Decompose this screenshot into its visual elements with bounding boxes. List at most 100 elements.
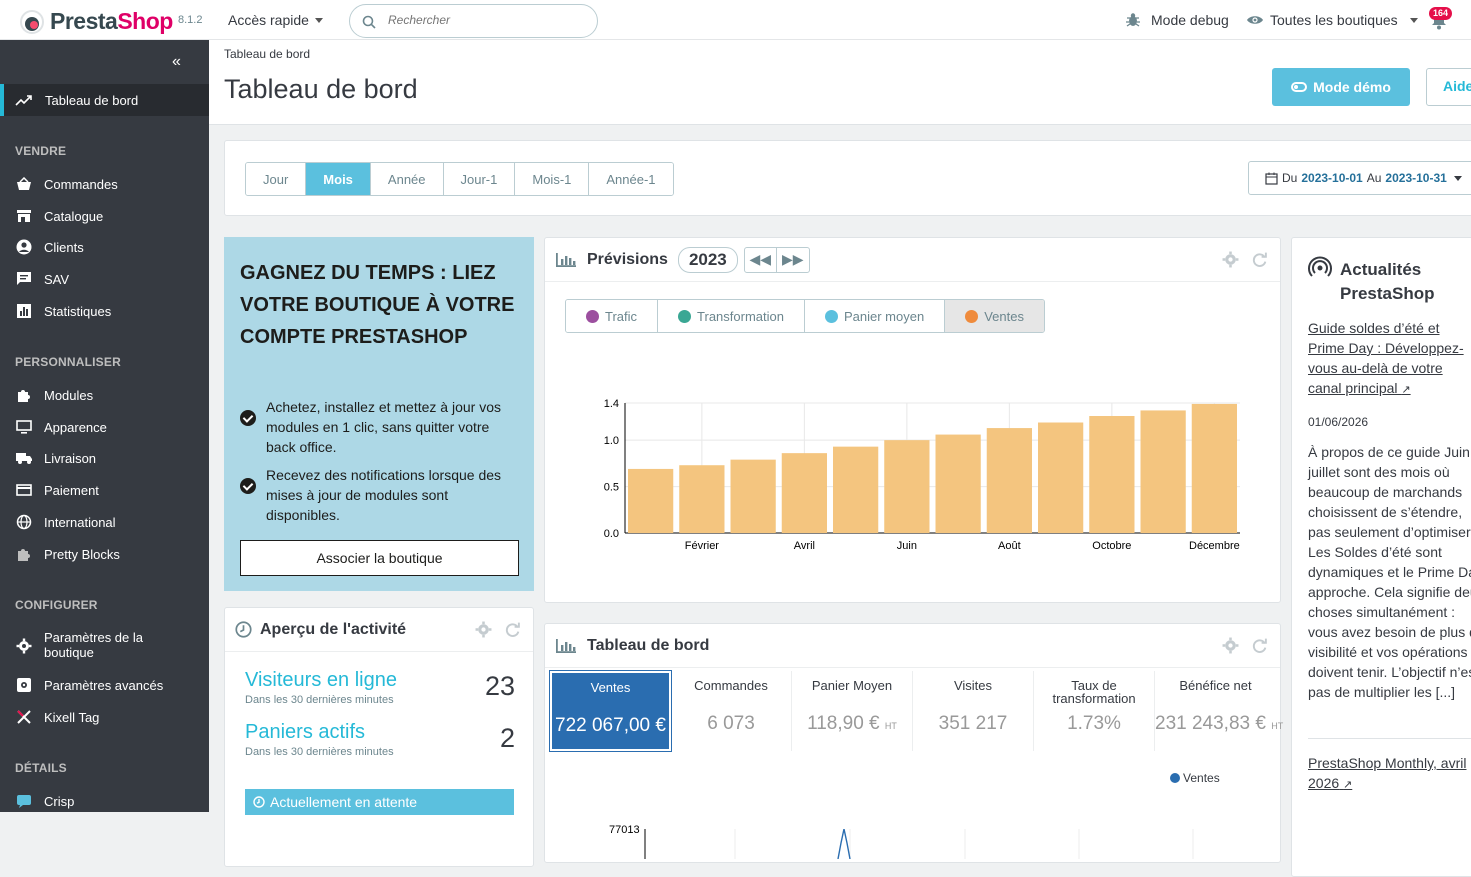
kpi-value: 6 073 bbox=[707, 713, 755, 734]
notifications-count-badge: 164 bbox=[1429, 7, 1453, 20]
period-month-button[interactable]: Mois bbox=[306, 163, 371, 195]
previous-year-icon[interactable]: ◀◀ bbox=[745, 247, 777, 272]
help-button[interactable]: Aide bbox=[1426, 68, 1471, 106]
news-article-link[interactable]: PrestaShop Monthly, avril 2026 ↗ bbox=[1308, 753, 1471, 795]
bug-icon bbox=[1126, 13, 1140, 27]
period-day-button[interactable]: Jour bbox=[246, 163, 307, 195]
tab-label: Transformation bbox=[697, 308, 784, 324]
sidebar-item-advanced-parameters[interactable]: Paramètres avancés bbox=[15, 676, 205, 694]
news-article-link[interactable]: Guide soldes d’été et Prime Day : Dévelo… bbox=[1308, 318, 1471, 400]
puzzle-icon bbox=[15, 545, 33, 563]
search-input[interactable] bbox=[388, 13, 578, 27]
puzzle-icon bbox=[15, 386, 33, 404]
sidebar-item-customers[interactable]: Clients bbox=[15, 238, 205, 256]
check-circle-icon bbox=[240, 410, 256, 426]
kpi-net-profit[interactable]: Bénéfice net 231 243,83 € HT bbox=[1155, 671, 1283, 751]
demo-mode-button[interactable]: Mode démo bbox=[1272, 68, 1410, 106]
sidebar-item-stats[interactable]: Statistiques bbox=[15, 302, 205, 320]
active-carts-link[interactable]: Paniers actifs bbox=[245, 721, 366, 743]
kpi-average-cart[interactable]: Panier Moyen 118,90 € HT bbox=[792, 671, 913, 751]
sidebar-item-dashboard[interactable]: Tableau de bord bbox=[0, 84, 209, 116]
period-bar: Jour Mois Année Jour-1 Mois-1 Année-1 Du… bbox=[224, 140, 1471, 216]
clock-icon bbox=[235, 621, 252, 638]
main-content: Tableau de bord Tableau de bord Mode dém… bbox=[209, 40, 1471, 877]
online-visitors-link[interactable]: Visiteurs en ligne bbox=[245, 669, 397, 691]
kpi-value-amount: 231 243,83 € bbox=[1155, 713, 1266, 734]
external-link-icon: ↗ bbox=[1343, 779, 1353, 791]
promo-bullet-text: Achetez, installez et mettez à jour vos … bbox=[266, 399, 501, 455]
sidebar-item-modules[interactable]: Modules bbox=[15, 386, 205, 404]
page-title: Tableau de bord bbox=[224, 74, 418, 104]
tab-sales[interactable]: Ventes bbox=[945, 300, 1044, 332]
sidebar-item-shop-parameters[interactable]: Paramètres de la boutique bbox=[15, 630, 205, 660]
forecast-bar bbox=[935, 434, 981, 533]
kpi-sales[interactable]: Ventes 722 067,00 € bbox=[549, 670, 672, 752]
tab-average-cart[interactable]: Panier moyen bbox=[804, 300, 946, 332]
sidebar-item-catalog[interactable]: Catalogue bbox=[15, 207, 205, 225]
date-range-picker[interactable]: Du 2023-10-01 Au 2023-10-31 bbox=[1248, 161, 1471, 195]
period-prev-month-button[interactable]: Mois-1 bbox=[515, 163, 590, 195]
sidebar-item-label: Tableau de bord bbox=[45, 92, 139, 108]
sidebar: « Tableau de bord VENDRE Commandes Catal… bbox=[0, 40, 209, 812]
account-circle-icon bbox=[15, 238, 33, 256]
period-prev-year-button[interactable]: Année-1 bbox=[589, 163, 673, 195]
refresh-icon[interactable] bbox=[1251, 637, 1268, 654]
quick-access-dropdown[interactable]: Accès rapide bbox=[228, 12, 323, 28]
sidebar-item-payment[interactable]: Paiement bbox=[15, 481, 205, 499]
breadcrumb[interactable]: Tableau de bord bbox=[224, 47, 311, 61]
crisp-icon bbox=[15, 792, 33, 810]
sidebar-item-label: Modules bbox=[44, 387, 94, 403]
kpi-orders[interactable]: Commandes 6 073 bbox=[671, 671, 792, 751]
bar-chart-icon bbox=[15, 302, 33, 320]
shop-selector[interactable]: Toutes les boutiques bbox=[1246, 12, 1418, 28]
forecast-bar bbox=[679, 465, 725, 533]
pending-section-header[interactable]: Actuellement en attente bbox=[245, 789, 514, 815]
refresh-icon[interactable] bbox=[504, 621, 521, 638]
sidebar-item-international[interactable]: International bbox=[15, 513, 205, 531]
legend-dot bbox=[824, 309, 838, 323]
sidebar-item-label: International bbox=[44, 514, 116, 530]
sidebar-item-label: Paiement bbox=[44, 482, 99, 498]
gear-icon[interactable] bbox=[1222, 637, 1239, 654]
panel-tools bbox=[1222, 637, 1268, 654]
debug-mode-label: Mode debug bbox=[1151, 12, 1229, 28]
next-year-icon[interactable]: ▶▶ bbox=[781, 251, 804, 267]
gear-icon[interactable] bbox=[475, 621, 492, 638]
gear-icon[interactable] bbox=[1222, 251, 1239, 268]
period-prev-day-button[interactable]: Jour-1 bbox=[443, 163, 516, 195]
kpi-conversion-rate[interactable]: Taux de transformation 1.73% bbox=[1034, 671, 1155, 751]
caret-down-icon bbox=[1409, 17, 1418, 23]
collapse-sidebar-icon[interactable]: « bbox=[172, 53, 181, 70]
clock-icon bbox=[253, 796, 265, 808]
refresh-icon[interactable] bbox=[1251, 251, 1268, 268]
sidebar-item-kixell-tag[interactable]: Kixell Tag bbox=[15, 708, 205, 726]
sidebar-item-appearance[interactable]: Apparence bbox=[15, 418, 205, 436]
forecast-panel-header: Prévisions 2023 ◀◀ ▶▶ bbox=[545, 238, 1280, 282]
sidebar-item-orders[interactable]: Commandes bbox=[15, 175, 205, 193]
sidebar-item-crisp[interactable]: Crisp bbox=[15, 792, 205, 810]
kpi-value: 231 243,83 € HT bbox=[1155, 713, 1283, 735]
associate-shop-button[interactable]: Associer la boutique bbox=[240, 540, 519, 576]
forecast-title: Prévisions bbox=[587, 250, 668, 268]
tab-conversion[interactable]: Transformation bbox=[658, 300, 805, 332]
check-circle-icon bbox=[240, 478, 256, 494]
bar-chart-icon bbox=[556, 252, 576, 267]
desktop-icon bbox=[15, 418, 33, 436]
online-visitors-row: Visiteurs en ligne Dans les 30 dernières… bbox=[245, 669, 515, 706]
legend-dot bbox=[1170, 773, 1180, 783]
debug-mode-link[interactable]: Mode debug bbox=[1125, 12, 1229, 28]
period-year-button[interactable]: Année bbox=[370, 163, 444, 195]
sidebar-item-pretty-blocks[interactable]: Pretty Blocks bbox=[15, 545, 205, 563]
kpi-value: 118,90 € HT bbox=[792, 713, 912, 735]
news-article-title: Guide soldes d’été et Prime Day : Dévelo… bbox=[1308, 320, 1464, 396]
tab-traffic[interactable]: Trafic bbox=[566, 300, 659, 332]
sidebar-item-shipping[interactable]: Livraison bbox=[15, 449, 205, 467]
search-icon bbox=[362, 15, 376, 29]
search-box[interactable] bbox=[349, 4, 598, 38]
page-header bbox=[209, 40, 1471, 125]
settings-applications-icon bbox=[15, 676, 33, 694]
kpi-visits[interactable]: Visites 351 217 bbox=[913, 671, 1034, 751]
truck-icon bbox=[15, 449, 33, 467]
prestashop-logo[interactable]: PrestaShop bbox=[20, 8, 173, 35]
sidebar-item-sav[interactable]: SAV bbox=[15, 270, 205, 288]
